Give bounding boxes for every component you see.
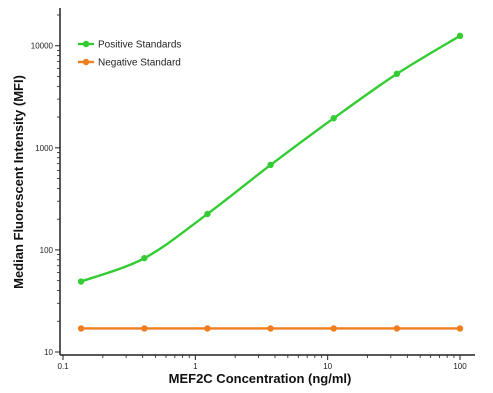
negative-standard-point	[204, 325, 211, 332]
negative-standard-point	[456, 325, 464, 332]
negative-standard-point	[141, 325, 148, 332]
negative-standard-point	[393, 325, 401, 332]
y-tick-label: 10	[44, 348, 53, 357]
x-tick-label: 1	[193, 362, 198, 371]
positive-standards-legend-marker	[82, 40, 90, 48]
positive-standards-point	[456, 32, 464, 40]
positive-standards-point	[330, 115, 337, 122]
positive-standards-line	[80, 34, 461, 283]
legend: Positive Standards Negative Standard	[78, 40, 181, 69]
negative-standard-legend-label: Negative Standard	[98, 58, 181, 69]
y-axis-title: Median Fluorescent Intensity (MFI)	[11, 75, 26, 289]
positive-standards-point	[393, 70, 401, 78]
y-tick-label: 100	[40, 246, 54, 255]
x-axis-title: MEF2C Concentration (ng/ml)	[169, 371, 352, 386]
y-tick-label: 1000	[35, 144, 53, 153]
y-tick-label: 10000	[31, 42, 54, 51]
x-tick-label: 100	[453, 362, 467, 371]
negative-standard-point	[77, 325, 85, 332]
series-layer	[77, 32, 464, 332]
x-tick-label: 10	[323, 362, 332, 371]
positive-standards-point	[204, 210, 211, 218]
positive-standards-point	[77, 278, 85, 285]
positive-standards-point	[267, 161, 274, 169]
axes	[59, 8, 475, 356]
ticks: 0.1 1 10 100 10 100 1000 10000	[31, 14, 467, 371]
positive-standards-legend-label: Positive Standards	[98, 40, 181, 51]
positive-standards-point	[141, 254, 148, 262]
x-tick-label: 0.1	[57, 362, 69, 371]
negative-standard-legend-marker	[82, 58, 90, 66]
negative-standard-point	[330, 325, 337, 332]
negative-standard-point	[267, 325, 274, 332]
